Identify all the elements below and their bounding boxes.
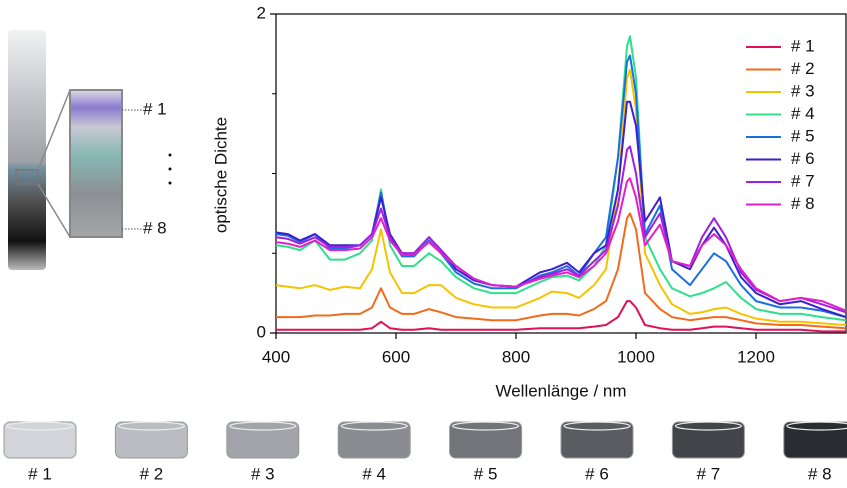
x-axis-label: Wellenlänge / nm bbox=[495, 381, 626, 400]
x-tick-label: 800 bbox=[502, 347, 530, 366]
vial-label: # 8 bbox=[808, 464, 832, 483]
vial-label: # 5 bbox=[474, 464, 498, 483]
vial-photo bbox=[114, 421, 188, 459]
legend-label: # 1 bbox=[791, 36, 815, 55]
vial-rim bbox=[674, 421, 743, 431]
vial-rim bbox=[229, 421, 297, 431]
vial-rim bbox=[786, 421, 847, 431]
vial-photo bbox=[3, 421, 77, 459]
legend-label: # 6 bbox=[791, 149, 815, 168]
x-tick-label: 400 bbox=[262, 347, 290, 366]
tube-photo: # 1 # 8 bbox=[8, 30, 172, 270]
tube-label: # 8 bbox=[143, 218, 167, 237]
spectrum-line bbox=[275, 68, 847, 326]
vial-rim bbox=[452, 421, 520, 431]
legend-label: # 7 bbox=[791, 171, 815, 190]
vial-label: # 7 bbox=[697, 464, 721, 483]
vial-rim bbox=[340, 421, 408, 431]
x-tick-label: 1200 bbox=[737, 347, 775, 366]
vial-label: # 4 bbox=[362, 464, 386, 483]
vial-label: # 1 bbox=[28, 464, 52, 483]
legend-label: # 5 bbox=[791, 126, 815, 145]
y-tick-label: 2 bbox=[257, 3, 266, 22]
x-tick-label: 1000 bbox=[617, 347, 655, 366]
tube-label: # 1 bbox=[143, 99, 167, 118]
vial-label: # 2 bbox=[140, 464, 164, 483]
spectrum-line bbox=[275, 145, 847, 314]
x-tick-label: 600 bbox=[382, 347, 410, 366]
vial-photo bbox=[671, 421, 745, 459]
y-tick-label: 0 bbox=[257, 322, 266, 341]
vial-rim bbox=[6, 421, 74, 431]
vial-rim bbox=[117, 421, 185, 431]
vial-photo bbox=[560, 421, 634, 459]
y-axis-label: optische Dichte bbox=[211, 117, 230, 233]
spectrum-line bbox=[276, 300, 846, 333]
legend-label: # 3 bbox=[791, 81, 815, 100]
spectrum-line bbox=[275, 177, 847, 312]
legend-label: # 4 bbox=[791, 104, 815, 123]
vial-label: # 6 bbox=[585, 464, 609, 483]
vial-photo bbox=[783, 421, 847, 459]
spectrum-line bbox=[275, 54, 847, 319]
vial-photo bbox=[449, 421, 523, 459]
vial-photo bbox=[226, 421, 300, 459]
vial-rim bbox=[563, 421, 631, 431]
vials: # 1 # 2 # 3 # 4 # 5 # 6 # 7 # 8 bbox=[3, 421, 847, 483]
vial-photo bbox=[337, 421, 411, 459]
spectrum-line bbox=[276, 212, 847, 330]
vial-label: # 3 bbox=[251, 464, 275, 483]
spectrum-line bbox=[275, 35, 847, 322]
legend-label: # 2 bbox=[791, 59, 815, 78]
legend-label: # 8 bbox=[791, 194, 815, 213]
